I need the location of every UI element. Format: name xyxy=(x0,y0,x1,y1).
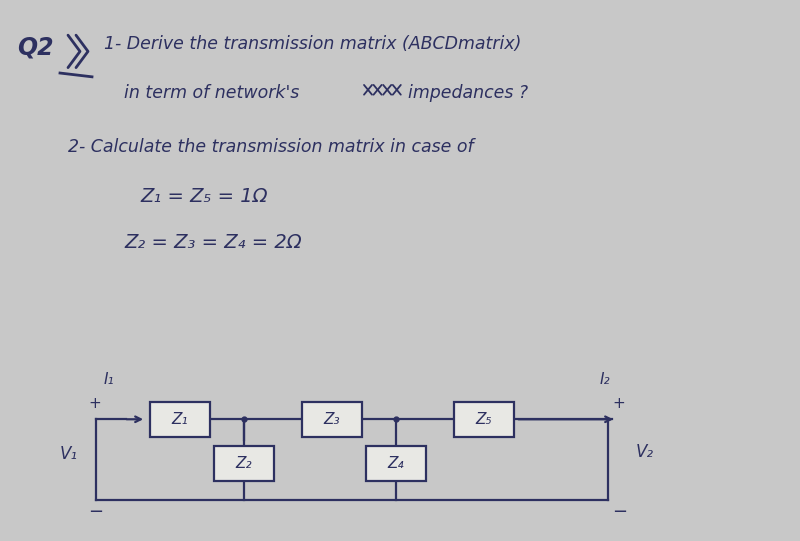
Text: −: − xyxy=(88,503,103,521)
Text: Q2: Q2 xyxy=(18,35,54,59)
Bar xyxy=(214,446,274,481)
Text: Z₃: Z₃ xyxy=(324,412,340,427)
Text: +: + xyxy=(88,396,101,411)
Bar xyxy=(150,401,210,437)
Text: Z₁ = Z₅ = 1Ω: Z₁ = Z₅ = 1Ω xyxy=(140,187,267,206)
Text: in term of network's: in term of network's xyxy=(124,84,299,102)
Text: V₁: V₁ xyxy=(60,445,78,464)
Text: Z₂ = Z₃ = Z₄ = 2Ω: Z₂ = Z₃ = Z₄ = 2Ω xyxy=(124,233,302,252)
Text: I₂: I₂ xyxy=(600,372,610,387)
Text: Z₄: Z₄ xyxy=(388,457,404,471)
Text: impedances ?: impedances ? xyxy=(408,84,528,102)
Text: Z₁: Z₁ xyxy=(172,412,188,427)
Text: Z₂: Z₂ xyxy=(236,457,252,471)
Text: 1- Derive the transmission matrix (ABCDmatrix): 1- Derive the transmission matrix (ABCDm… xyxy=(104,35,522,53)
Bar xyxy=(454,401,514,437)
Text: V₂: V₂ xyxy=(636,443,654,461)
Text: I₁: I₁ xyxy=(104,372,114,387)
Text: +: + xyxy=(612,396,625,411)
Bar xyxy=(366,446,426,481)
Text: 2- Calculate the transmission matrix in case of: 2- Calculate the transmission matrix in … xyxy=(68,138,474,156)
Bar xyxy=(302,401,362,437)
Text: Z₅: Z₅ xyxy=(476,412,492,427)
Text: −: − xyxy=(612,503,627,521)
